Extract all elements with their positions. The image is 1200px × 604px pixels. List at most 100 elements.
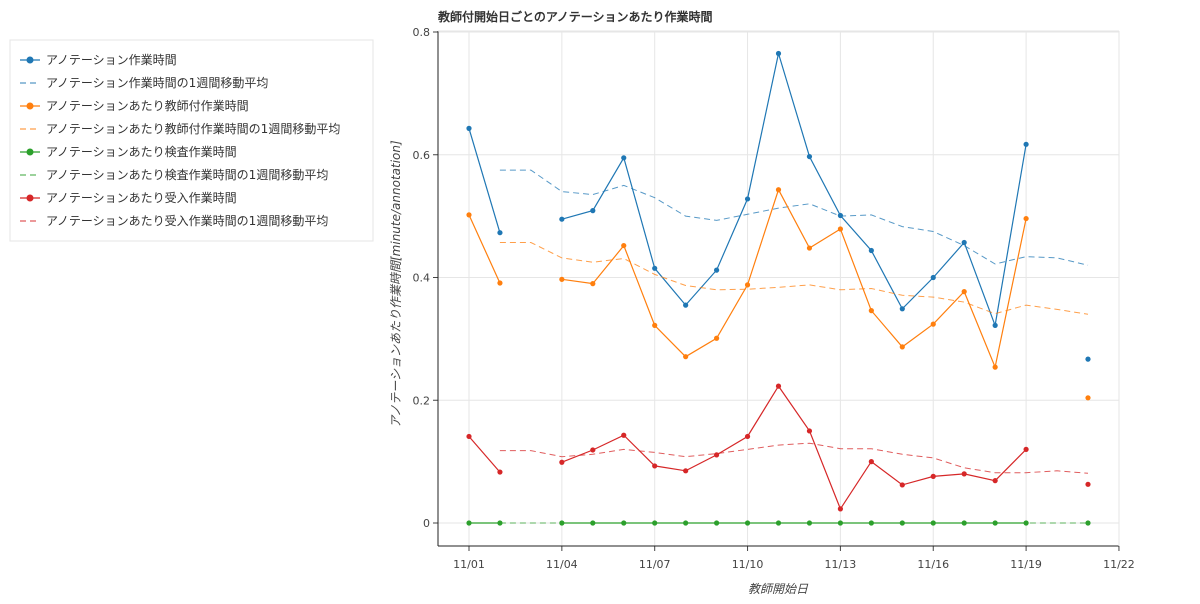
data-point[interactable] (868, 308, 874, 314)
data-point[interactable] (837, 506, 844, 512)
y-tick-label: 0 (423, 517, 430, 530)
series-line (468, 436, 501, 473)
data-point[interactable] (590, 447, 596, 453)
series-line (468, 214, 501, 284)
data-point[interactable] (590, 208, 596, 214)
series-7 (499, 442, 1089, 474)
data-point[interactable] (497, 280, 503, 286)
data-point[interactable] (961, 239, 967, 246)
series-line (468, 128, 501, 233)
x-tick-label: 11/04 (546, 558, 578, 571)
data-point[interactable] (868, 459, 874, 465)
data-point[interactable] (621, 155, 627, 161)
data-point[interactable] (714, 335, 720, 341)
data-point[interactable] (992, 364, 998, 370)
axes: 0 0.2 0.4 0.6 0.8 11/01 11/04 11/07 11/10 11/13 11… (413, 26, 1135, 571)
data-point[interactable] (1085, 520, 1091, 526)
data-point[interactable] (497, 469, 503, 475)
data-point[interactable] (466, 433, 472, 440)
data-point[interactable] (899, 306, 905, 312)
data-point[interactable] (806, 153, 813, 160)
x-tick-label: 11/07 (639, 558, 671, 571)
data-point[interactable] (1023, 215, 1029, 222)
y-tick-label: 0.6 (413, 149, 431, 162)
legend-item[interactable]: アノテーションあたり検査作業時間 (20, 145, 237, 159)
legend-item[interactable]: アノテーションあたり検査作業時間の1週間移動平均 (20, 168, 328, 182)
data-point[interactable] (1085, 356, 1091, 362)
legend-item[interactable]: アノテーションあたり教師付作業時間の1週間移動平均 (20, 121, 340, 136)
data-point[interactable] (744, 520, 751, 526)
legend-label: アノテーションあたり受入作業時間 (46, 191, 237, 205)
data-point[interactable] (621, 242, 627, 249)
data-point[interactable] (806, 520, 813, 526)
data-point[interactable] (930, 321, 936, 327)
data-point[interactable] (683, 354, 689, 360)
data-point[interactable] (992, 322, 998, 328)
data-point[interactable] (806, 428, 813, 434)
data-point[interactable] (559, 276, 565, 282)
data-point[interactable] (930, 274, 936, 281)
data-point[interactable] (559, 459, 565, 465)
data-point[interactable] (744, 282, 751, 288)
legend-box (9, 39, 374, 242)
data-point[interactable] (497, 230, 503, 236)
data-point[interactable] (1085, 481, 1091, 487)
data-point[interactable] (714, 452, 720, 458)
data-point[interactable] (899, 482, 905, 488)
data-point[interactable] (652, 322, 658, 328)
legend-item[interactable]: アノテーション作業時間 (20, 53, 177, 67)
data-point[interactable] (714, 267, 720, 273)
legend-swatch-marker (26, 194, 34, 202)
data-point[interactable] (806, 245, 813, 251)
data-point[interactable] (899, 344, 905, 350)
data-point[interactable] (1085, 395, 1091, 401)
data-point[interactable] (992, 478, 998, 484)
grid (438, 31, 1120, 546)
y-tick-label: 0.4 (413, 272, 431, 285)
legend-label: アノテーション作業時間 (46, 53, 177, 67)
moving-average-line (499, 169, 1089, 266)
data-point[interactable] (1023, 520, 1029, 526)
data-point[interactable] (744, 196, 751, 202)
data-point[interactable] (652, 265, 658, 271)
legend-label: アノテーション作業時間の1週間移動平均 (46, 76, 268, 90)
data-point[interactable] (1023, 446, 1029, 452)
legend-label: アノテーションあたり検査作業時間 (46, 145, 237, 159)
data-point[interactable] (868, 247, 874, 254)
data-point[interactable] (775, 520, 782, 526)
y-axis-label: アノテーションあたり作業時間[minute/annotation] (389, 140, 403, 428)
legend-item[interactable]: アノテーションあたり受入作業時間 (20, 191, 237, 205)
data-point[interactable] (683, 468, 689, 474)
data-point[interactable] (837, 212, 844, 219)
data-point[interactable] (683, 302, 689, 308)
data-point[interactable] (1023, 141, 1029, 147)
legend-item[interactable]: アノテーションあたり受入作業時間の1週間移動平均 (20, 214, 328, 228)
data-point[interactable] (961, 471, 967, 477)
data-point[interactable] (466, 520, 472, 526)
data-point[interactable] (466, 125, 472, 131)
legend-label: アノテーションあたり教師付作業時間 (46, 98, 249, 113)
data-point[interactable] (775, 187, 782, 193)
legend-item[interactable]: アノテーション作業時間の1週間移動平均 (20, 76, 268, 90)
data-point[interactable] (559, 216, 565, 222)
data-point[interactable] (775, 50, 782, 57)
data-point[interactable] (590, 281, 596, 287)
legend-swatch-marker (26, 56, 34, 64)
data-point[interactable] (961, 289, 967, 295)
x-tick-label: 11/19 (1010, 558, 1042, 571)
data-point[interactable] (744, 433, 751, 440)
data-point[interactable] (714, 520, 720, 526)
data-point[interactable] (837, 226, 844, 232)
legend-label: アノテーションあたり受入作業時間の1週間移動平均 (46, 214, 328, 228)
data-point[interactable] (621, 432, 627, 438)
data-point[interactable] (775, 383, 782, 389)
data-point[interactable] (652, 463, 658, 469)
x-tick-label: 11/22 (1103, 558, 1135, 571)
legend-item[interactable]: アノテーションあたり教師付作業時間 (20, 98, 249, 113)
data-point[interactable] (466, 212, 472, 218)
legend-swatch-marker (26, 102, 34, 110)
data-point[interactable] (930, 473, 936, 479)
moving-average-line (499, 242, 1089, 315)
